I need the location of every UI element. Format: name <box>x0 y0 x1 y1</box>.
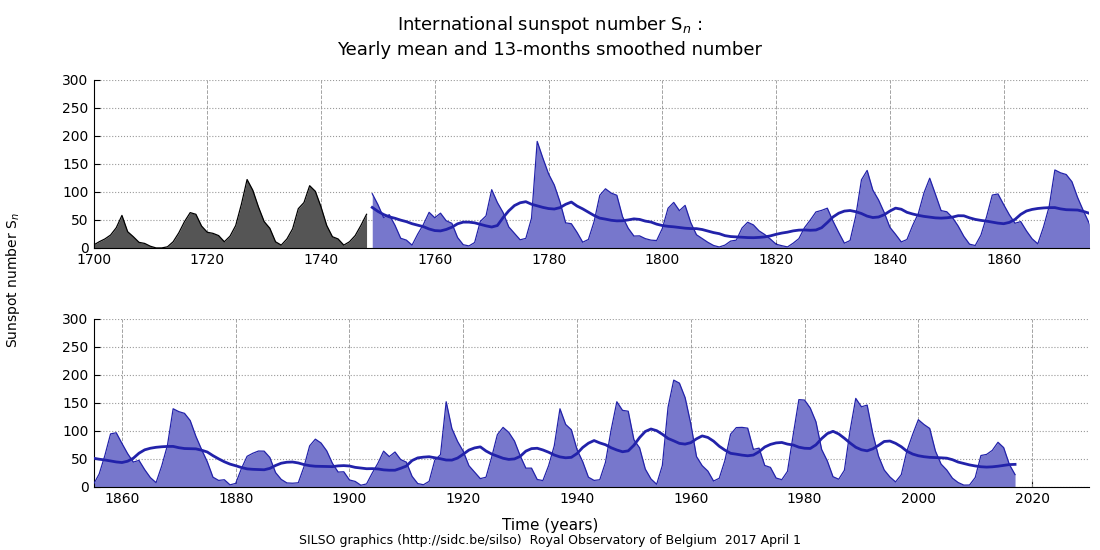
Text: SILSO graphics (http://sidc.be/silso)  Royal Observatory of Belgium  2017 April : SILSO graphics (http://sidc.be/silso) Ro… <box>299 534 801 547</box>
Text: Time (years): Time (years) <box>502 518 598 533</box>
Text: Sunspot number S$_n$: Sunspot number S$_n$ <box>4 213 22 348</box>
Text: Yearly mean and 13-months smoothed number: Yearly mean and 13-months smoothed numbe… <box>338 41 762 59</box>
Text: International sunspot number S$_n$ :: International sunspot number S$_n$ : <box>397 14 703 36</box>
